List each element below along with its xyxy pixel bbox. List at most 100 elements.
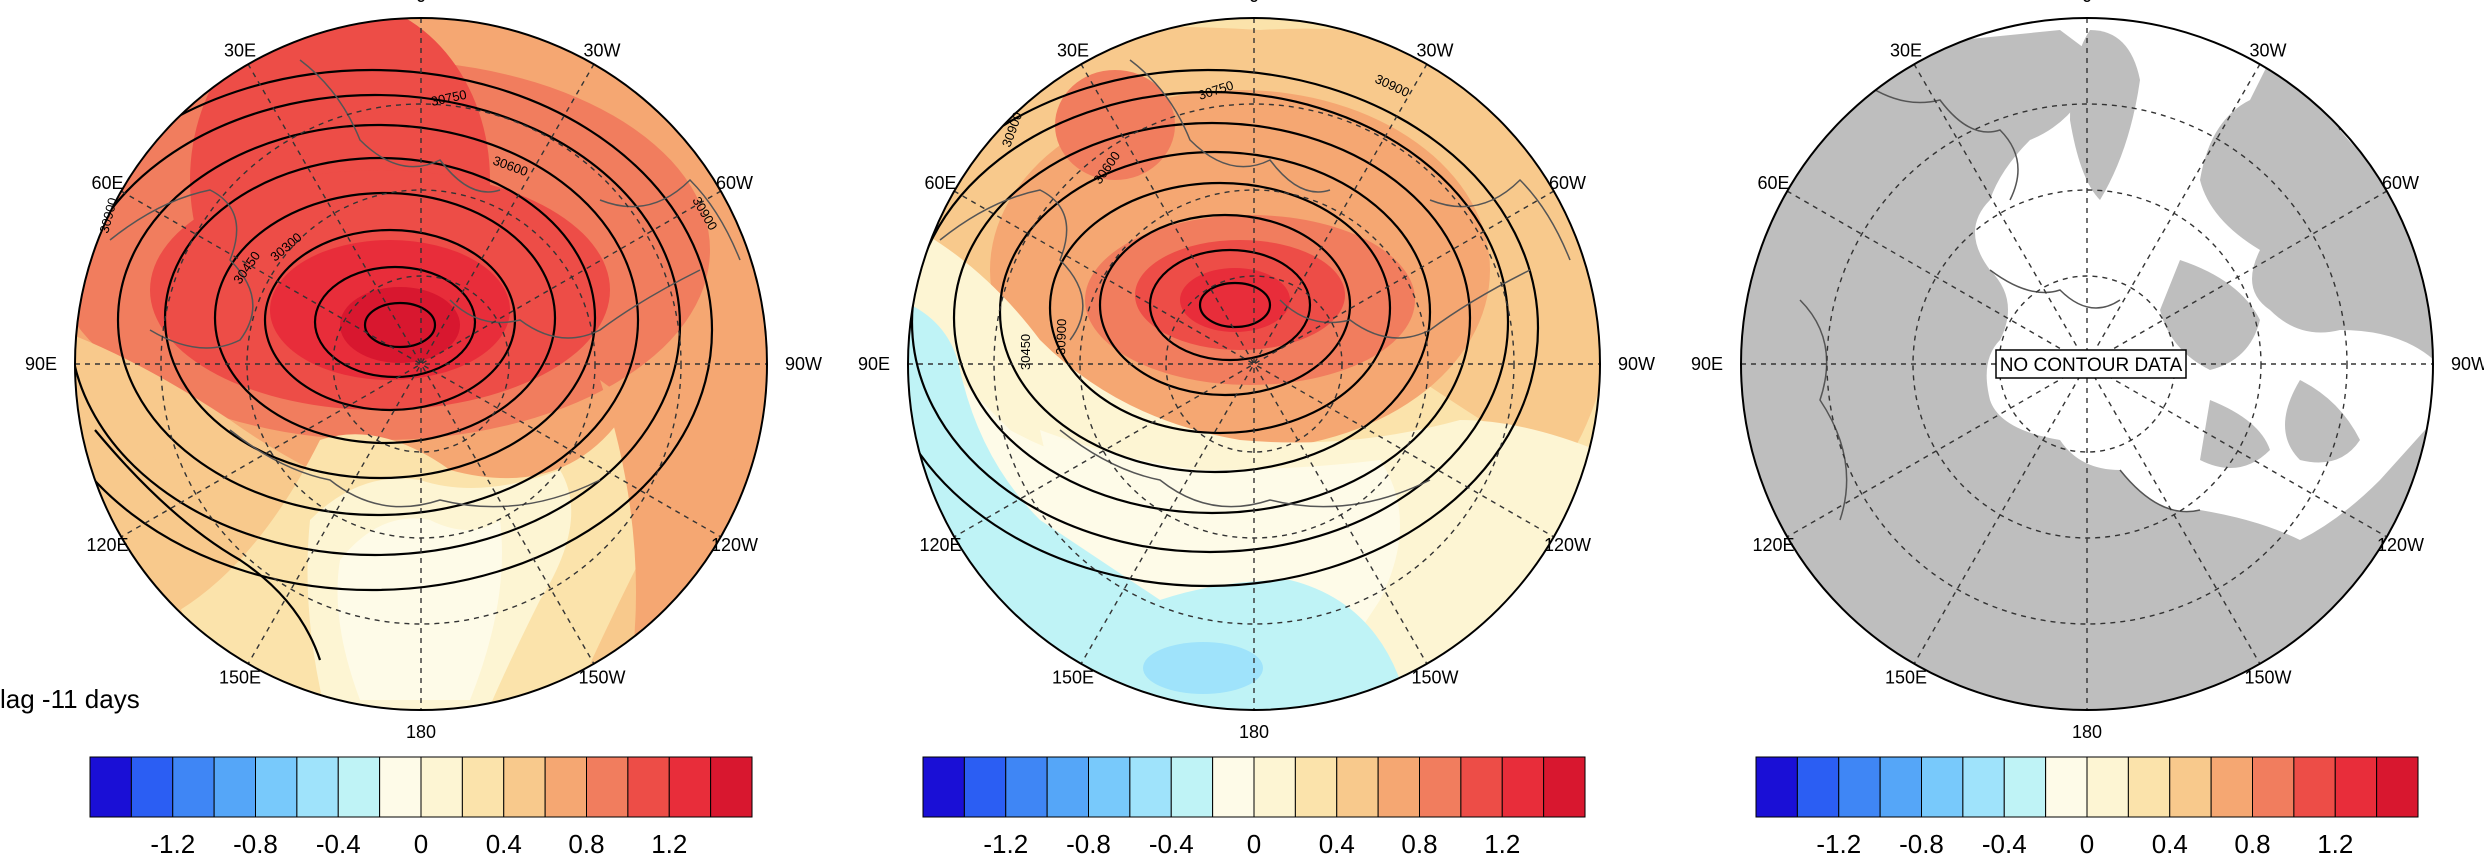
longitude-label: 120E <box>1752 535 1794 555</box>
colorbar-tick-label: 0.8 <box>568 829 604 859</box>
longitude-label: 120E <box>86 535 128 555</box>
colorbar-swatch <box>1336 756 1379 818</box>
colorbar-tick-label: -0.8 <box>1066 829 1111 859</box>
longitude-label: 120W <box>711 535 758 555</box>
colorbar-tick-label: -1.2 <box>150 829 195 859</box>
colorbar-tick-label: 0.8 <box>1401 829 1437 859</box>
longitude-label: 0 <box>416 0 426 6</box>
coastlines-middle <box>939 59 1571 508</box>
colorbar-swatch <box>1046 756 1090 818</box>
colorbar-tick-label: 1.2 <box>1484 829 1520 859</box>
map-panel-left: 30750 30600 30900 30450 30300 30900 <box>74 17 768 711</box>
colorbar-tick-label: 0 <box>1247 829 1261 859</box>
colorbar-swatch <box>213 756 257 818</box>
colorbar-swatch <box>2086 756 2129 818</box>
colorbar-tick-label: 0 <box>414 829 428 859</box>
longitude-label: 180 <box>1239 722 1269 742</box>
longitude-label: 90W <box>1618 354 1655 374</box>
colorbar-swatch <box>1088 756 1131 818</box>
longitude-label: 60E <box>91 173 123 193</box>
colorbar-swatch <box>2127 756 2171 818</box>
anomaly-fill-left <box>75 18 767 710</box>
colorbar-swatch <box>1838 756 1881 818</box>
colorbar-swatch <box>1501 756 1545 818</box>
longitude-label: 150E <box>219 668 261 688</box>
longitude-label: 90W <box>785 354 822 374</box>
longitude-label: 60E <box>1757 173 1789 193</box>
colorbar-tick-label: 0.4 <box>2152 829 2188 859</box>
longitude-label: 120W <box>1544 535 1591 555</box>
colorbar-swatch <box>1796 756 1840 818</box>
colorbar-swatch <box>668 756 712 818</box>
colorbar-swatch <box>1921 756 1964 818</box>
longitude-label: 60W <box>1549 173 1586 193</box>
colorbar-swatch <box>1129 756 1172 818</box>
colorbar-tick-label: 1.2 <box>2317 829 2353 859</box>
no-contour-box <box>1995 349 2187 379</box>
map-boundary-right <box>1740 17 2434 711</box>
colorbar-swatch <box>2252 756 2295 818</box>
longitude-label: 30E <box>1057 41 1089 61</box>
longitude-label: 60W <box>2382 173 2419 193</box>
colorbar-swatch <box>1170 756 1214 818</box>
contour-label: 30900 <box>1053 318 1069 355</box>
longitude-label: 150W <box>1411 668 1458 688</box>
colorbar-swatch <box>461 756 505 818</box>
colorbar-swatch <box>1294 756 1338 818</box>
height-contours-left <box>75 68 714 661</box>
colorbar-swatch <box>586 756 629 818</box>
map-panel-right: NO CONTOUR DATA <box>1740 17 2434 711</box>
longitude-label: 90W <box>2451 354 2484 374</box>
colorbar-tick-label: 0.4 <box>486 829 522 859</box>
colorbar-swatch <box>1377 756 1421 818</box>
colorbar-swatch <box>172 756 215 818</box>
colorbar-swatch <box>503 756 546 818</box>
colorbar-swatch <box>255 756 298 818</box>
colorbar-tick-label: -0.8 <box>1899 829 1944 859</box>
colorbar-swatch <box>1879 756 1923 818</box>
longitude-label: 30W <box>1416 41 1453 61</box>
colorbar-swatch <box>2045 756 2088 818</box>
graticule-left <box>75 18 767 710</box>
graticule-middle <box>908 18 1600 710</box>
colorbar-tick-label: 0.4 <box>1319 829 1355 859</box>
longitude-label: 120E <box>919 535 961 555</box>
colorbar-swatch <box>2210 756 2254 818</box>
height-contours-middle <box>908 68 1540 588</box>
colorbar-tick-label: -0.4 <box>1982 829 2027 859</box>
colorbar-tick-label: -0.4 <box>1149 829 1194 859</box>
longitude-label: 0 <box>2082 0 2092 6</box>
colorbar-swatch <box>1962 756 2005 818</box>
colorbar-swatch <box>2169 756 2212 818</box>
colorbar-swatch <box>379 756 422 818</box>
colorbar-swatch <box>1005 756 1048 818</box>
colorbar-swatch <box>1253 756 1296 818</box>
colorbar-swatch <box>1460 756 1503 818</box>
longitude-label: 30E <box>1890 41 1922 61</box>
colorbar-swatch <box>1419 756 1462 818</box>
colorbar-swatch <box>544 756 588 818</box>
map-panel-middle: 30750 30900 30600 30900 30450 30900 <box>907 17 1601 711</box>
colorbar-swatch <box>1755 756 1798 818</box>
map-boundary-middle <box>907 17 1601 711</box>
colorbar-swatch <box>627 756 670 818</box>
longitude-labels: 0 30W 60W 90W 120W 150W 180 150E 120E 90E 60E 30E 0 3… <box>25 0 2484 742</box>
colorbar-swatch <box>2334 756 2378 818</box>
contour-label: 30750 <box>430 87 468 109</box>
colorbar-swatch <box>1543 756 1586 818</box>
colorbar-swatch <box>710 756 753 818</box>
longitude-label: 180 <box>406 722 436 742</box>
map-boundary-left <box>74 17 768 711</box>
colorbar-swatch <box>130 756 174 818</box>
colorbar-tick-label: 1.2 <box>651 829 687 859</box>
longitude-label: 150W <box>578 668 625 688</box>
colorbar-swatch <box>963 756 1007 818</box>
longitude-label: 150E <box>1885 668 1927 688</box>
colorbar-swatch <box>2293 756 2336 818</box>
longitude-label: 90E <box>25 354 57 374</box>
no-contour-text: NO CONTOUR DATA <box>2000 355 2183 376</box>
longitude-label: 30E <box>224 41 256 61</box>
longitude-label: 90E <box>1691 354 1723 374</box>
longitude-label: 0 <box>1249 0 1259 6</box>
